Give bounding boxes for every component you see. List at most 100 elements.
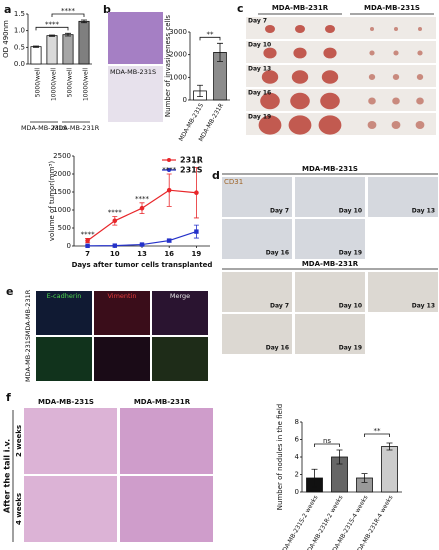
significance-label: ****: [45, 20, 60, 28]
significance-label: ****: [61, 7, 76, 15]
histology-image: [120, 476, 213, 542]
ihc-image: [295, 314, 365, 354]
y-tick-label: 4: [295, 453, 300, 461]
tumor: [260, 92, 280, 110]
y-axis-label: volume of tumor(mm³): [48, 161, 56, 241]
tumor-photo: [246, 17, 436, 39]
tumor: [295, 25, 305, 33]
point: [139, 205, 145, 211]
day-label: Day 10: [339, 208, 362, 215]
group-label: MDA-MB-231R: [53, 124, 100, 132]
significance-bracket: [35, 26, 69, 31]
image-label: MDA-MB-231S: [110, 68, 156, 76]
fluorescence-image: [36, 291, 92, 335]
point: [194, 229, 199, 234]
row-label: MDA-MB-231S: [24, 336, 32, 382]
y-tick-label: 1.5: [14, 10, 25, 18]
y-tick-label: 500: [58, 224, 71, 232]
tumor: [321, 70, 339, 84]
group-header: MDA-MB-231S: [302, 165, 358, 173]
tumor: [370, 27, 374, 31]
point: [112, 243, 117, 248]
tumor: [325, 25, 335, 33]
ihc-image: [295, 177, 365, 217]
error-bar: [217, 42, 223, 62]
tumor: [291, 70, 309, 84]
y-tick-label: 1000: [169, 73, 187, 81]
ihc-image: [222, 177, 292, 217]
x-tick-label: 16: [164, 250, 174, 258]
legend-label: 231S: [180, 166, 203, 175]
ihc-image: [368, 272, 438, 312]
ihc-image: [222, 219, 292, 259]
bar: [62, 34, 74, 65]
y-tick-label: 3000: [169, 28, 187, 36]
y-tick-label: 2: [295, 471, 299, 479]
day-label: Day 16: [248, 90, 271, 97]
y-tick-label: 2500: [53, 152, 71, 160]
x-tick-label: 19: [192, 250, 202, 258]
y-tick-label: 0: [183, 96, 187, 104]
y-tick-label: 0.0: [14, 60, 25, 68]
y-tick-label: 0.5: [14, 43, 25, 51]
tumor: [416, 74, 424, 80]
day-label: Day 19: [339, 250, 362, 257]
tumor: [320, 92, 340, 110]
x-tick-label: 10000/well: [51, 68, 58, 101]
significance-bracket: [364, 433, 390, 437]
tumor: [369, 50, 375, 56]
group-header: MDA-MB-231R: [302, 260, 359, 268]
day-label: Day 13: [412, 208, 435, 215]
fluorescence-image: [94, 291, 150, 335]
significance-label: ns: [323, 437, 331, 445]
point: [167, 238, 172, 243]
error-bar: [311, 468, 318, 488]
histology-image: [24, 408, 117, 474]
day-label: Day 19: [248, 114, 271, 121]
tumor: [261, 70, 279, 84]
fluorescence-image: [36, 337, 92, 381]
bar: [78, 20, 90, 65]
tumor: [393, 50, 399, 56]
group-label: MDA-MB-231S: [21, 124, 67, 132]
point: [112, 218, 118, 224]
fluorescence-image: [152, 337, 208, 381]
y-tick-label: 8: [295, 418, 299, 426]
tumor: [258, 115, 282, 135]
x-tick-label: 13: [137, 250, 147, 258]
tumor: [293, 47, 307, 59]
significance-label: ****: [162, 166, 177, 174]
panel-label: d: [212, 169, 220, 182]
significance-bracket: [51, 13, 85, 17]
x-axis-label: Days after tumor cells transplanted: [72, 261, 213, 269]
tumor: [318, 115, 342, 135]
error-bar: [336, 449, 343, 465]
day-label: Day 7: [270, 303, 289, 310]
day-label: Day 13: [412, 303, 435, 310]
fluorescence-image: [152, 291, 208, 335]
histology-image: [24, 476, 117, 542]
tumor: [416, 97, 424, 105]
row-label: 2 weeks: [15, 425, 23, 457]
panel-label: b: [103, 3, 111, 16]
tumor: [367, 121, 377, 129]
error-bar: [65, 32, 71, 37]
row-label: 4 weeks: [15, 493, 23, 525]
y-tick-label: 0: [67, 242, 71, 250]
marker-label: CD31: [224, 178, 243, 186]
error-bar: [49, 34, 55, 37]
ihc-image: [295, 219, 365, 259]
point: [139, 242, 145, 247]
error-bar: [361, 473, 368, 483]
tumor: [392, 97, 400, 105]
legend-marker: [167, 168, 171, 172]
y-axis-label: Number of nodules in the field: [276, 404, 284, 510]
tumor: [323, 47, 337, 59]
x-tick-label: 10000/well: [83, 68, 90, 101]
point: [85, 238, 90, 243]
day-label: Day 13: [248, 66, 271, 73]
error-bar: [386, 442, 393, 451]
point: [85, 243, 90, 249]
significance-label: **: [193, 160, 201, 168]
